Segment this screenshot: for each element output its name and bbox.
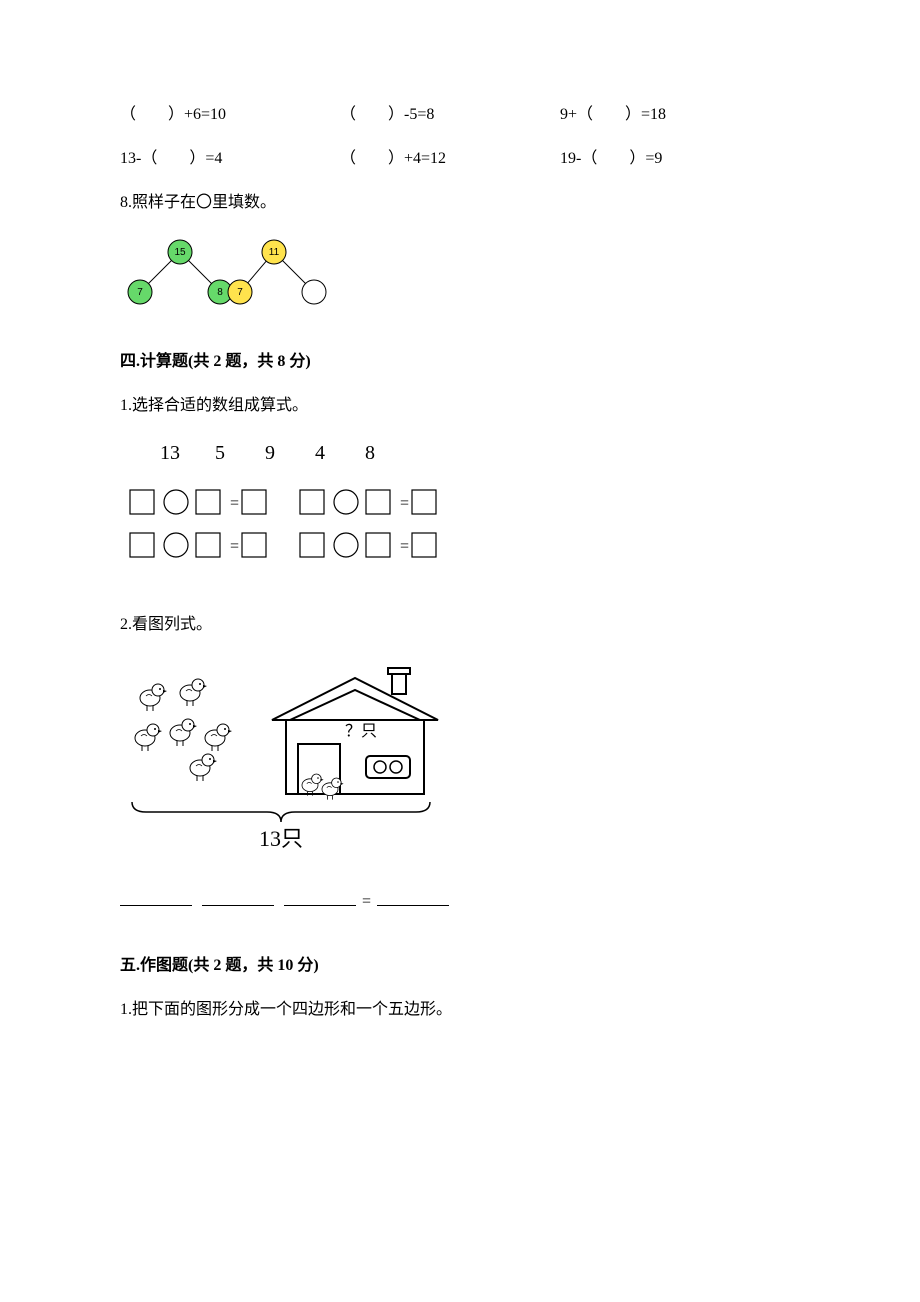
section-5-q1: 1.把下面的图形分成一个四边形和一个五边形。 [120,995,800,1019]
equation-cell: （ ）-5=8 [340,100,560,124]
section-5-title: 五.作图题(共 2 题，共 10 分) [120,951,800,975]
equation-cell: （ ）+4=12 [340,144,560,168]
svg-text:8: 8 [365,442,375,464]
fill-equation-line: = [120,889,800,911]
blank [120,889,192,906]
svg-text:8: 8 [217,287,223,298]
svg-text:？只: ？只 [345,723,377,740]
section-4-q1: 1.选择合适的数组成算式。 [120,391,800,415]
svg-text:7: 7 [237,287,243,298]
svg-text:=: = [230,538,239,555]
svg-text:=: = [400,538,409,555]
svg-text:13: 13 [160,442,180,464]
equation-cell: （ ）+6=10 [120,100,340,124]
svg-text:9: 9 [265,442,275,464]
equation-row-1: （ ）+6=10 （ ）-5=8 9+（ ）=18 [120,100,800,124]
blank [377,889,449,906]
zigzag-diagram: 15 11 7 8 7 [120,232,800,317]
svg-text:7: 7 [137,287,143,298]
blank [202,889,274,906]
blank [284,889,356,906]
section-4-title: 四.计算题(共 2 题，共 8 分) [120,347,800,371]
chicks-diagram: ？只 13只 [120,654,800,879]
equation-cell: 9+（ ）=18 [560,100,780,124]
svg-text:11: 11 [269,247,280,258]
svg-text:5: 5 [215,442,225,464]
equation-row-2: 13-（ ）=4 （ ）+4=12 19-（ ）=9 [120,144,800,168]
section-4-q2: 2.看图列式。 [120,610,800,634]
svg-text:=: = [400,495,409,512]
question-8-text: 8.照样子在〇里填数。 [120,188,800,212]
equation-cell: 19-（ ）=9 [560,144,780,168]
svg-text:15: 15 [174,247,186,258]
worksheet-page: （ ）+6=10 （ ）-5=8 9+（ ）=18 13-（ ）=4 （ ）+4… [0,0,920,1099]
svg-text:13只: 13只 [259,826,303,851]
equals-sign: = [362,893,371,910]
svg-text:4: 4 [315,442,325,464]
number-select-diagram: 13 5 9 4 8 = = = = [120,435,800,580]
svg-text:=: = [230,495,239,512]
equation-cell: 13-（ ）=4 [120,144,340,168]
